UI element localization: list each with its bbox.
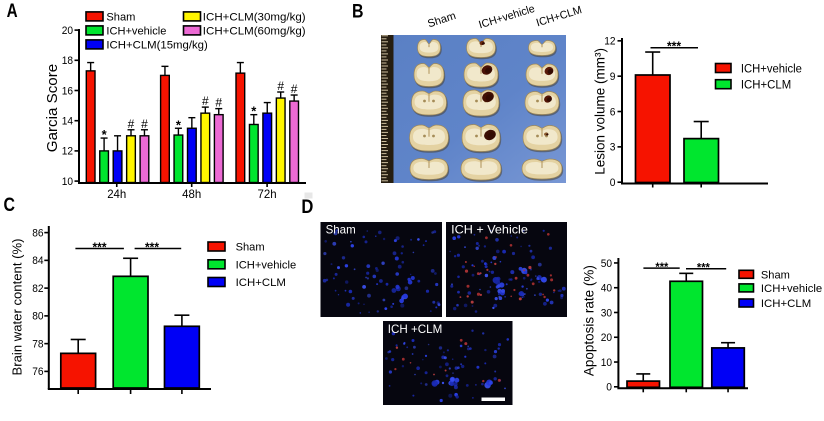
svg-text:12: 12	[62, 146, 73, 158]
svg-text:ICH+CLM: ICH+CLM	[741, 80, 791, 92]
svg-text:ICH +CLM: ICH +CLM	[388, 322, 443, 336]
svg-text:72h: 72h	[258, 187, 277, 201]
svg-text:C: C	[4, 195, 16, 216]
svg-text:***: ***	[697, 261, 710, 275]
svg-text:3: 3	[610, 142, 616, 154]
svg-text:Sham: Sham	[761, 269, 790, 281]
svg-text:***: ***	[655, 260, 668, 274]
svg-text:10: 10	[601, 357, 612, 369]
svg-text:ICH+CLM(60mg/kg): ICH+CLM(60mg/kg)	[203, 25, 306, 37]
svg-text:20: 20	[601, 332, 612, 344]
svg-text:0: 0	[606, 382, 612, 394]
svg-text:12: 12	[604, 36, 615, 48]
svg-text:ICH+vehicle: ICH+vehicle	[236, 259, 297, 271]
svg-text:Sham: Sham	[236, 242, 265, 254]
svg-text:Sham: Sham	[326, 223, 356, 237]
svg-text:#: #	[277, 79, 284, 93]
svg-text:#: #	[202, 94, 209, 108]
svg-text:6: 6	[610, 106, 616, 118]
svg-text:84: 84	[32, 255, 43, 267]
svg-text:*: *	[102, 127, 108, 142]
svg-text:ICH+vehicle: ICH+vehicle	[761, 283, 822, 295]
svg-text:0: 0	[610, 177, 616, 189]
svg-text:ICH+CLM(15mg/kg): ICH+CLM(15mg/kg)	[106, 39, 208, 51]
svg-text:***: ***	[667, 40, 681, 54]
svg-text:9: 9	[610, 71, 616, 83]
svg-text:Lesion volume (mm³): Lesion volume (mm³)	[593, 48, 608, 175]
svg-text:*: *	[176, 117, 182, 132]
svg-text:***: ***	[145, 241, 159, 255]
svg-text:10: 10	[62, 176, 73, 188]
svg-text:18: 18	[62, 55, 73, 67]
svg-text:Brain water content (%): Brain water content (%)	[10, 239, 25, 376]
svg-text:40: 40	[601, 283, 612, 295]
svg-text:80: 80	[32, 311, 43, 323]
svg-text:16: 16	[62, 85, 73, 97]
svg-text:20: 20	[62, 25, 73, 37]
svg-text:48h: 48h	[182, 187, 201, 201]
svg-text:Garcia Score: Garcia Score	[44, 64, 61, 152]
svg-text:B: B	[352, 2, 364, 23]
svg-text:#: #	[141, 117, 148, 131]
svg-text:***: ***	[93, 241, 107, 255]
svg-text:50: 50	[601, 258, 612, 270]
svg-text:78: 78	[32, 338, 43, 350]
svg-text:ICH+CLM(30mg/kg): ICH+CLM(30mg/kg)	[203, 11, 306, 23]
svg-text:D: D	[301, 197, 313, 218]
svg-text:24h: 24h	[107, 187, 126, 201]
svg-text:14: 14	[62, 116, 73, 128]
svg-text:Apoptosis rate (%): Apoptosis rate (%)	[582, 265, 597, 376]
svg-text:*: *	[251, 104, 257, 119]
svg-text:30: 30	[601, 307, 612, 319]
svg-text:ICH+CLM: ICH+CLM	[761, 298, 811, 310]
svg-text:ICH+CLM: ICH+CLM	[236, 277, 286, 289]
svg-text:76: 76	[32, 366, 43, 378]
svg-text:Sham: Sham	[106, 11, 135, 23]
svg-text:#: #	[215, 96, 222, 110]
svg-text:ICH+vehicle: ICH+vehicle	[741, 63, 802, 75]
svg-text:86: 86	[32, 227, 43, 239]
svg-text:A: A	[7, 1, 18, 22]
svg-text:ICH + Vehicle: ICH + Vehicle	[451, 223, 528, 237]
svg-text:#: #	[128, 117, 135, 131]
svg-text:ICH+vehicle: ICH+vehicle	[106, 25, 166, 37]
svg-text:#: #	[291, 82, 298, 96]
svg-text:82: 82	[32, 283, 43, 295]
